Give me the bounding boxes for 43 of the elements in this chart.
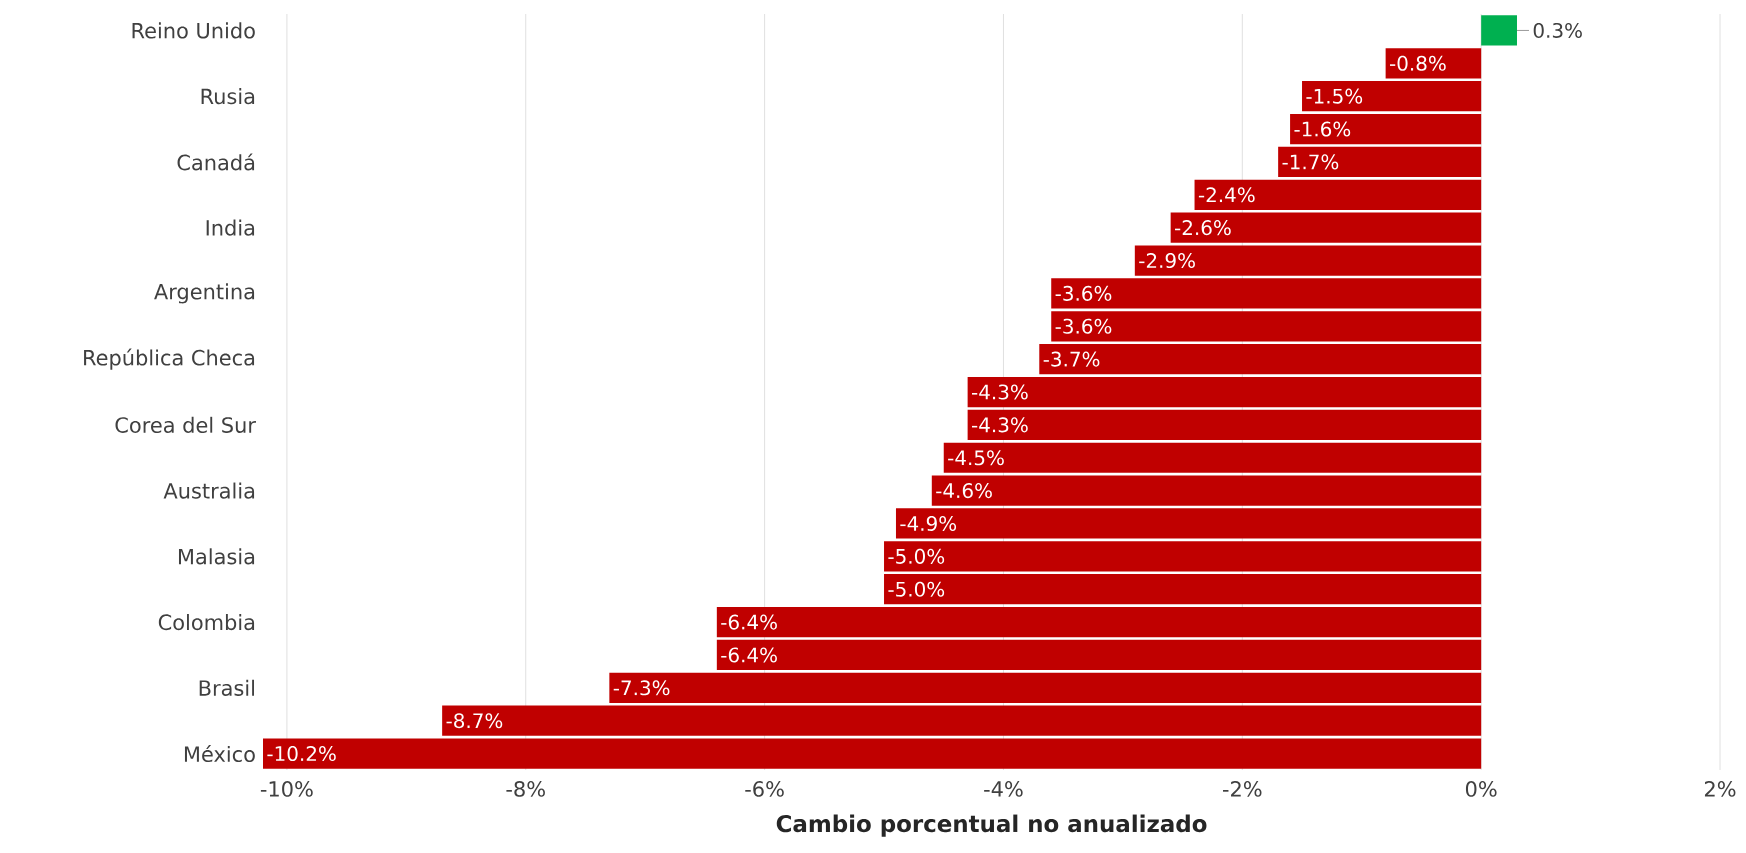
data-label: -6.4% [721,614,777,630]
data-label: -3.6% [1055,285,1112,301]
x-tick-label: -8% [506,781,545,797]
data-label: -4.9% [900,515,957,532]
data-label: -4.3% [971,417,1028,433]
x-axis-title: Cambio porcentual no anualizado [776,814,1207,837]
x-tick-label: 2% [1704,781,1736,797]
y-tick-label: República Checa [84,348,255,370]
x-tick-label: -2% [1222,781,1262,797]
y-tick-label: Australia [163,482,255,499]
data-label: -5.0% [888,548,945,564]
data-label: -0.8% [1389,55,1446,71]
y-tick-label: Canadá [177,153,255,171]
data-label: -3.7% [1043,351,1100,367]
data-label: -5.0% [888,581,945,597]
data-label: -3.6% [1055,318,1112,334]
data-label: -10.2% [267,746,336,762]
y-tick-label: Rusia [201,88,255,105]
data-label: -1.5% [1306,88,1363,104]
y-tick-label: Malasia [178,548,255,565]
data-label: 0.3% [1533,22,1582,38]
data-label: -4.6% [936,483,992,499]
y-tick-label: Brasil [199,679,254,696]
x-tick-label: -6% [745,781,784,797]
data-label: -2.4% [1198,187,1255,203]
y-tick-label: Colombia [158,614,255,631]
data-label: -8.7% [446,713,503,729]
data-label: -1.6% [1294,121,1351,137]
data-label: -6.4% [721,647,777,663]
x-tick-label: -10% [260,781,313,797]
x-tick-label: -4% [984,781,1023,797]
y-tick-label: Reino Unido [132,22,255,39]
data-label: -4.5% [948,450,1004,466]
y-tick-label: India [206,219,255,236]
data-label: -7.3% [613,680,670,696]
data-label: -1.7% [1282,154,1339,170]
data-label: -4.3% [971,384,1028,400]
y-tick-label: México [184,745,255,763]
y-tick-label: Argentina [154,283,255,304]
data-label: -2.9% [1139,252,1195,269]
x-tick-label: 0% [1465,781,1497,797]
data-label: -2.6% [1175,220,1231,236]
y-tick-label: Corea del Sur [115,416,256,433]
